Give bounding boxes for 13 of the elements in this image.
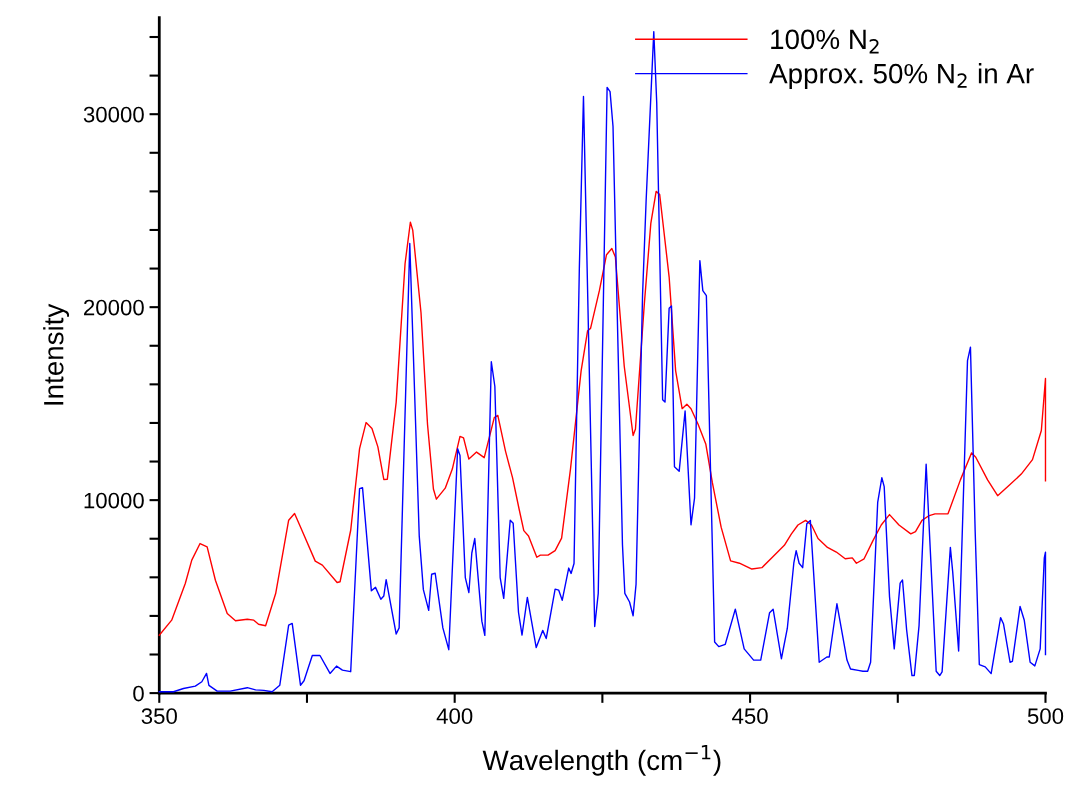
legend-label: Approx. 50% N$_{2}$ in Ar [769,63,1034,89]
x-tick-label: 400 [436,708,473,725]
legend-label: 100% N$_{2}$ [771,29,879,54]
line-series [158,190,1047,636]
y-tick-label: 20000 [84,299,144,316]
x-axis-title: Wavelength (cm$^{−1}$) [482,745,721,776]
x-tick-label: 500 [1027,708,1064,725]
y-tick-label: 10000 [84,492,144,509]
y-tick-label: 0 [133,685,144,702]
y-tick-label: 30000 [83,106,144,123]
y-axis-title: Intensity [43,303,70,405]
x-tick-label: 450 [732,708,768,725]
x-tick-label: 350 [141,708,177,725]
